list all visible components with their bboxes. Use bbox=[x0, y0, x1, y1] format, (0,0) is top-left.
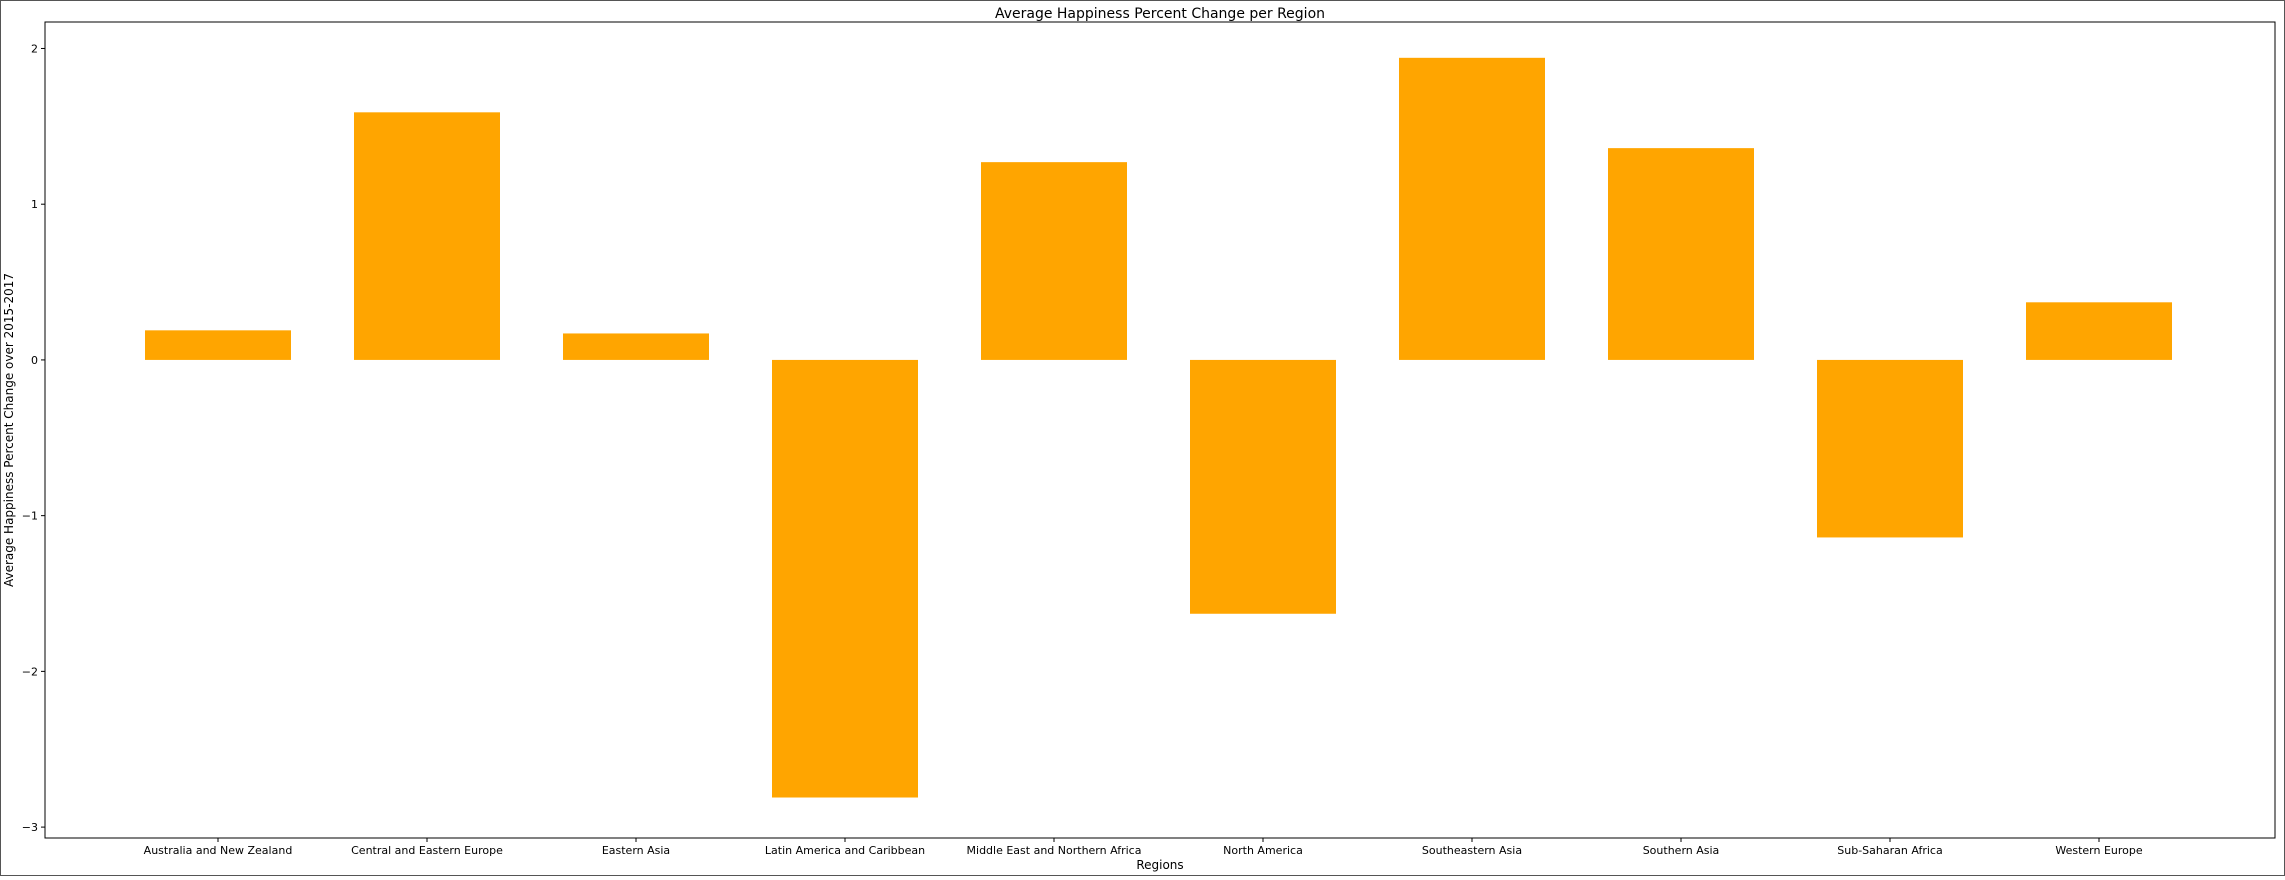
bar bbox=[1608, 148, 1754, 360]
chart-title: Average Happiness Percent Change per Reg… bbox=[995, 6, 1325, 22]
plot-area bbox=[44, 21, 2276, 839]
bar bbox=[981, 162, 1127, 360]
x-tick-label: Southeastern Asia bbox=[1422, 844, 1522, 857]
y-tick-label: 2 bbox=[31, 42, 38, 55]
bar bbox=[145, 330, 291, 360]
bar bbox=[354, 112, 500, 360]
x-tick-label: Latin America and Caribbean bbox=[765, 844, 925, 857]
y-tick-label: 1 bbox=[31, 198, 38, 211]
bar bbox=[2026, 302, 2172, 360]
bar bbox=[1399, 57, 1545, 360]
bars-group bbox=[145, 57, 2172, 798]
x-tick-label: Western Europe bbox=[2055, 844, 2143, 857]
bar bbox=[563, 333, 709, 360]
x-tick-label: North America bbox=[1223, 844, 1303, 857]
y-tick-label: 0 bbox=[31, 354, 38, 367]
x-tick-label: Sub-Saharan Africa bbox=[1837, 844, 1942, 857]
bar bbox=[1190, 359, 1336, 614]
y-tick-label: −1 bbox=[22, 510, 38, 523]
bar bbox=[1817, 359, 1963, 538]
y-tick-label: −3 bbox=[22, 821, 38, 834]
x-tick-label: Eastern Asia bbox=[602, 844, 670, 857]
x-tick-label: Southern Asia bbox=[1643, 844, 1720, 857]
y-axis-label: Average Happiness Percent Change over 20… bbox=[2, 273, 16, 587]
x-axis: Australia and New Zealand Central and Eas… bbox=[144, 838, 2143, 857]
y-tick-label: −2 bbox=[22, 665, 38, 678]
y-axis: −3 −2 −1 0 1 2 bbox=[22, 42, 45, 834]
x-tick-label: Middle East and Northern Africa bbox=[967, 844, 1142, 857]
x-axis-label: Regions bbox=[1136, 858, 1183, 872]
x-tick-label: Australia and New Zealand bbox=[144, 844, 293, 857]
bar bbox=[772, 359, 918, 798]
x-tick-label: Central and Eastern Europe bbox=[351, 844, 503, 857]
